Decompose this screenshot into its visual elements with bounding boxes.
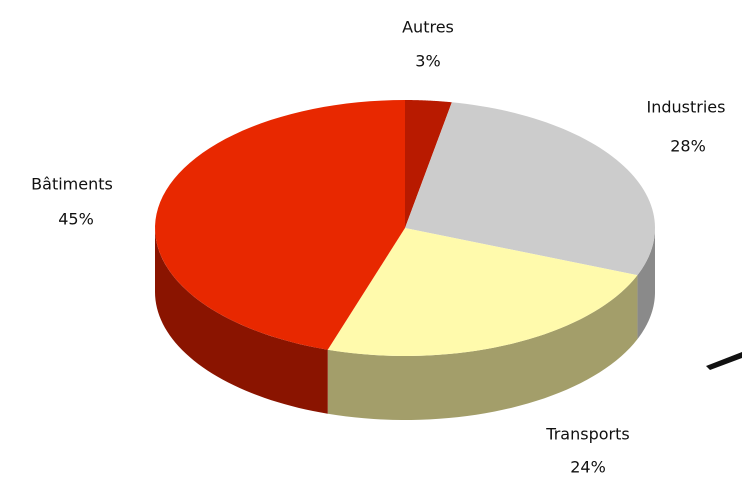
slice-value-label: 28%	[670, 137, 706, 156]
slice-label: Industries	[647, 98, 726, 117]
slice-side	[637, 228, 655, 340]
slice	[405, 100, 452, 228]
slice-label: Autres	[402, 18, 454, 37]
slice-value-label: 45%	[58, 210, 94, 229]
slice-label: Bâtiments	[31, 175, 113, 194]
slice-value-label: 3%	[415, 52, 440, 71]
slice-label: Transports	[545, 425, 629, 444]
slice	[155, 100, 405, 350]
slice	[327, 228, 638, 356]
slice-value-label: 24%	[570, 458, 606, 477]
slice-side	[327, 275, 638, 420]
arrow-fragment	[706, 352, 742, 370]
pie-sides	[155, 228, 655, 420]
pie-tops	[155, 100, 655, 356]
slice-side	[155, 228, 328, 414]
slice	[405, 102, 655, 276]
